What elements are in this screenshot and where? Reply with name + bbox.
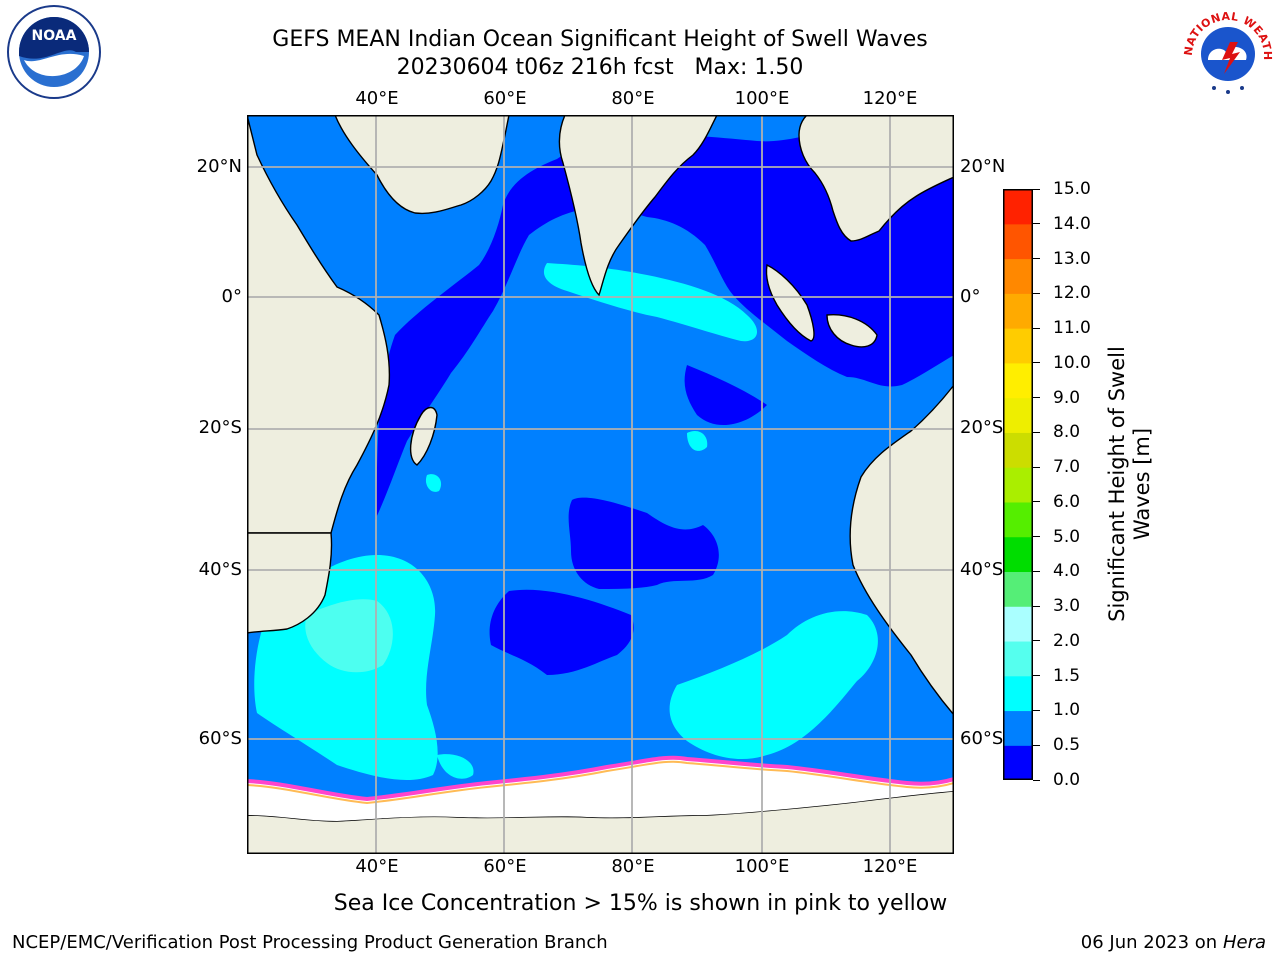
lon-tick-bottom: 80°E bbox=[611, 856, 655, 877]
sea-ice-region bbox=[247, 757, 954, 821]
colorbar-segment bbox=[1003, 640, 1033, 677]
colorbar-tick-label: 3.0 bbox=[1053, 596, 1081, 617]
colorbar-segment bbox=[1003, 745, 1033, 781]
swell-height-map bbox=[246, 114, 955, 855]
lat-tick-left: 60°S bbox=[198, 728, 242, 749]
colorbar-tick-mark bbox=[1033, 605, 1040, 607]
colorbar-tick-mark bbox=[1033, 362, 1040, 364]
colorbar-segment bbox=[1003, 328, 1033, 364]
colorbar-tick-mark bbox=[1033, 466, 1040, 468]
chart-title: GEFS MEAN Indian Ocean Significant Heigh… bbox=[272, 27, 928, 52]
colorbar-tick-label: 15.0 bbox=[1053, 179, 1091, 199]
colorbar-tick-label: 4.0 bbox=[1053, 561, 1081, 582]
colorbar-segment bbox=[1003, 536, 1033, 573]
colorbar-tick-mark bbox=[1033, 188, 1040, 190]
colorbar-segment bbox=[1003, 675, 1033, 712]
lon-tick-top: 80°E bbox=[611, 88, 655, 109]
colorbar-segment bbox=[1003, 467, 1033, 503]
chart-subtitle: 20230604 t06z 216h fcst Max: 1.50 bbox=[396, 55, 804, 80]
colorbar-segment bbox=[1003, 189, 1033, 225]
nws-logo: NATIONAL WEATHER SERVICE bbox=[1173, 0, 1278, 102]
colorbar-tick-label: 0.0 bbox=[1053, 770, 1081, 790]
graticule bbox=[247, 115, 954, 854]
colorbar-tick-mark bbox=[1033, 431, 1040, 433]
sea-ice-note: Sea Ice Concentration > 15% is shown in … bbox=[333, 891, 948, 916]
colorbar-segment bbox=[1003, 223, 1033, 260]
noaa-logo-text: NOAA bbox=[32, 28, 77, 44]
colorbar-tick-label: 11.0 bbox=[1053, 318, 1091, 339]
sea-ice-edge bbox=[246, 755, 955, 802]
colorbar-tick-label: 7.0 bbox=[1053, 457, 1081, 478]
colorbar-segment bbox=[1003, 432, 1033, 468]
lon-tick-top: 120°E bbox=[862, 88, 918, 109]
lat-tick-right: 60°S bbox=[960, 728, 1004, 749]
lon-tick-bottom: 40°E bbox=[355, 856, 399, 877]
noaa-logo: NOAA bbox=[6, 4, 102, 100]
colorbar-segment bbox=[1003, 710, 1033, 746]
colorbar-segment bbox=[1003, 293, 1033, 329]
map-frame bbox=[247, 115, 954, 854]
footer-date: 06 Jun 2023 on Hera bbox=[1081, 932, 1266, 954]
colorbar-tick-mark bbox=[1033, 327, 1040, 329]
colorbar-segment bbox=[1003, 501, 1033, 538]
footer-machine: Hera bbox=[1222, 932, 1266, 953]
colorbar-tick-label: 10.0 bbox=[1053, 352, 1091, 373]
lon-tick-bottom: 120°E bbox=[862, 856, 918, 877]
footer-credit: NCEP/EMC/Verification Post Processing Pr… bbox=[12, 932, 608, 953]
lon-tick-top: 100°E bbox=[734, 88, 790, 109]
colorbar-segment bbox=[1003, 606, 1033, 642]
lat-tick-left: 20°N bbox=[196, 156, 242, 177]
colorbar-tick-label: 0.5 bbox=[1053, 735, 1081, 756]
colorbar bbox=[1003, 189, 1033, 781]
lon-tick-top: 40°E bbox=[355, 88, 399, 109]
colorbar-tick-label: 1.0 bbox=[1053, 700, 1081, 721]
colorbar-segment bbox=[1003, 258, 1033, 294]
colorbar-tick-label: 9.0 bbox=[1053, 387, 1081, 408]
colorbar-tick-mark bbox=[1033, 536, 1040, 538]
colorbar-tick-mark bbox=[1033, 779, 1040, 781]
colorbar-tick-mark bbox=[1033, 744, 1040, 746]
colorbar-tick-mark bbox=[1033, 675, 1040, 677]
lon-tick-top: 60°E bbox=[483, 88, 527, 109]
colorbar-tick-label: 14.0 bbox=[1053, 213, 1091, 234]
colorbar-segment bbox=[1003, 362, 1033, 399]
colorbar-tick-label: 1.5 bbox=[1053, 665, 1081, 686]
colorbar-tick-mark bbox=[1033, 570, 1040, 572]
lat-tick-right: 40°S bbox=[960, 559, 1004, 580]
colorbar-tick-label: 2.0 bbox=[1053, 630, 1081, 651]
lon-tick-bottom: 100°E bbox=[734, 856, 790, 877]
lat-tick-left: 0° bbox=[221, 286, 242, 307]
colorbar-tick-mark bbox=[1033, 292, 1040, 294]
colorbar-tick-label: 8.0 bbox=[1053, 422, 1081, 443]
footer-date-text: 06 Jun 2023 on bbox=[1080, 932, 1218, 953]
colorbar-tick-mark bbox=[1033, 397, 1040, 399]
colorbar-segment bbox=[1003, 397, 1033, 433]
colorbar-tick-label: 6.0 bbox=[1053, 491, 1081, 512]
colorbar-tick-label: 12.0 bbox=[1053, 283, 1091, 304]
colorbar-tick-label: 5.0 bbox=[1053, 526, 1081, 547]
colorbar-tick-mark bbox=[1033, 258, 1040, 260]
colorbar-label-line1: Significant Height of Swell bbox=[1105, 346, 1129, 622]
colorbar-tick-mark bbox=[1033, 223, 1040, 225]
lon-tick-bottom: 60°E bbox=[483, 856, 527, 877]
colorbar-tick-mark bbox=[1033, 501, 1040, 503]
colorbar-segment bbox=[1003, 571, 1033, 607]
lat-tick-left: 40°S bbox=[198, 559, 242, 580]
colorbar-label-line2: Waves [m] bbox=[1130, 427, 1154, 541]
lat-tick-right: 20°S bbox=[960, 417, 1004, 438]
lat-tick-right: 20°N bbox=[960, 156, 1006, 177]
lat-tick-left: 20°S bbox=[198, 417, 242, 438]
lat-tick-right: 0° bbox=[960, 286, 981, 307]
colorbar-tick-label: 13.0 bbox=[1053, 248, 1091, 269]
colorbar-tick-mark bbox=[1033, 640, 1040, 642]
colorbar-tick-mark bbox=[1033, 709, 1040, 711]
